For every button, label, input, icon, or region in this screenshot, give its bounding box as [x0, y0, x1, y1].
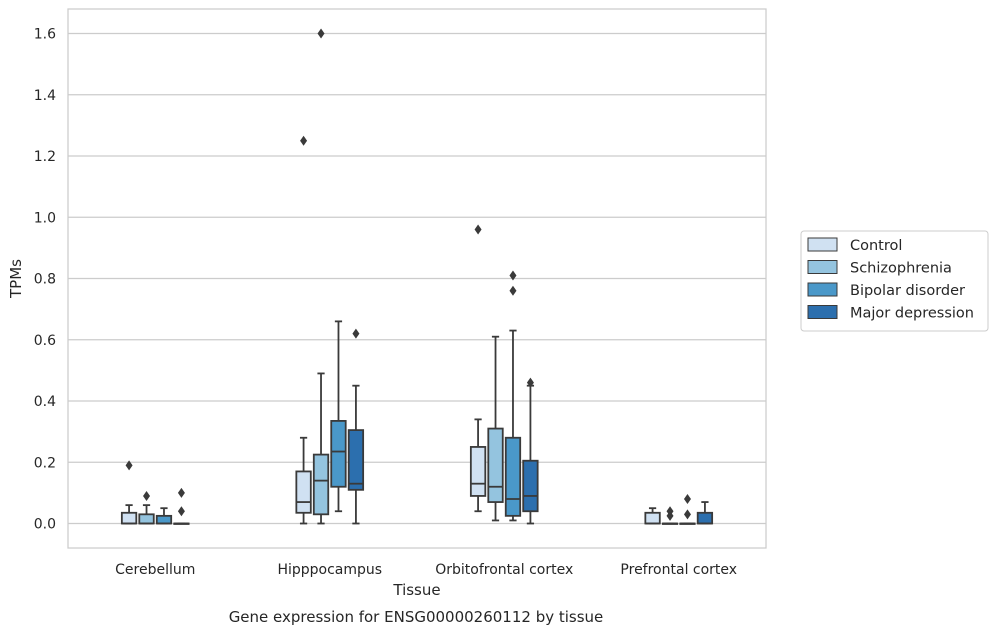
box-3-0: [173, 487, 190, 525]
box-2-0: [155, 507, 173, 525]
box-body: [347, 429, 365, 491]
x-tick-labels: Cerebellum Hipppocampus Orbitofrontal cort…: [115, 562, 737, 578]
y-tick-label: 1.0: [34, 210, 56, 226]
box-2-3: [679, 494, 696, 525]
x-tick-label: Orbitofrontal cortex: [435, 562, 573, 578]
y-tick-labels: 0.0 0.2 0.4 0.6 0.8 1.0 1.2 1.4 1.6: [34, 27, 56, 533]
box-2-1: [330, 320, 347, 513]
x-axis-label: Tissue: [392, 581, 440, 599]
box-body: [138, 513, 155, 525]
box-body: [644, 511, 661, 525]
legend-label: Major depression: [850, 306, 974, 322]
x-tick-label: Prefrontal cortex: [620, 562, 737, 578]
box-0-1: [295, 135, 312, 525]
box-layer: [120, 28, 714, 525]
box-1-1: [312, 28, 330, 525]
x-tick-label: Hipppocampus: [277, 562, 382, 578]
box-body: [155, 514, 173, 525]
y-tick-label: 0.8: [34, 272, 56, 288]
box-0-2: [469, 224, 487, 513]
legend-swatch: [807, 282, 838, 297]
y-tick-label: 0.6: [34, 333, 56, 349]
box-0-0: [120, 460, 138, 525]
y-tick-label: 1.6: [34, 27, 56, 43]
box-body: [330, 420, 347, 488]
outlier-point: [300, 135, 308, 146]
y-tick-label: 1.2: [34, 149, 56, 165]
y-tick-label: 0.0: [34, 517, 56, 533]
box-1-2: [487, 335, 504, 522]
box-2-2: [504, 270, 522, 522]
legend-label: Schizophrenia: [850, 261, 952, 277]
legend-swatch: [807, 260, 838, 274]
y-tick-label: 1.4: [34, 88, 56, 104]
y-axis-label: TPMs: [7, 259, 25, 299]
legend-label: Control: [850, 238, 902, 254]
gridlines: [68, 32, 766, 525]
y-tick-label: 0.2: [34, 455, 56, 471]
outlier-point: [474, 224, 482, 235]
outlier-point: [125, 460, 133, 471]
outlier-point: [509, 285, 517, 296]
box-body: [120, 511, 138, 525]
box-3-1: [347, 328, 365, 525]
legend-label: Bipolar disorder: [850, 283, 965, 299]
box-body: [504, 436, 522, 517]
outlier-point: [526, 377, 534, 388]
box-body: [295, 470, 312, 514]
plot-frame: [67, 8, 767, 549]
box-1-3: [661, 506, 679, 525]
outlier-point: [683, 509, 691, 520]
box-0-3: [644, 507, 661, 525]
chart-caption: Gene expression for ENSG00000260112 by t…: [229, 608, 604, 626]
legend-items: Control Schizophrenia Bipolar disorder Majo…: [807, 237, 974, 322]
legend-swatch: [807, 237, 838, 252]
outlier-point: [143, 490, 151, 501]
box-body: [469, 446, 487, 497]
outlier-point: [177, 487, 185, 498]
y-tick-label: 0.4: [34, 394, 56, 410]
box-body: [487, 427, 504, 503]
box-3-3: [696, 501, 714, 525]
box-3-2: [522, 377, 539, 525]
legend: Control Schizophrenia Bipolar disorder Majo…: [800, 230, 989, 332]
outlier-point: [683, 494, 691, 504]
outlier-point: [177, 506, 185, 517]
box-body: [312, 453, 330, 516]
box-body: [696, 511, 714, 525]
outlier-point: [352, 328, 360, 339]
x-tick-label: Cerebellum: [115, 562, 195, 578]
outlier-point: [509, 270, 517, 281]
box-1-0: [138, 490, 155, 525]
legend-frame: [800, 230, 989, 332]
box-body: [522, 459, 539, 513]
outlier-point: [666, 506, 674, 517]
legend-swatch: [807, 305, 838, 319]
outlier-point: [317, 28, 325, 39]
